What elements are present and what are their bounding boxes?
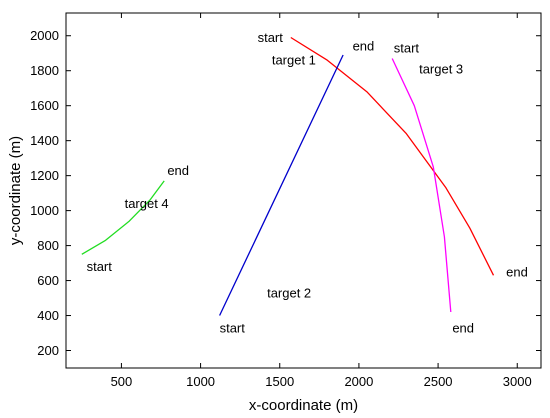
y-tick-label: 2000 <box>30 28 59 43</box>
annotation-label: end <box>506 264 528 279</box>
x-tick-label: 2000 <box>344 374 373 389</box>
annotation-label: target 2 <box>267 285 311 300</box>
plot-area-frame <box>65 12 542 369</box>
annotation-label: target 4 <box>125 196 169 211</box>
x-axis-label: x-coordinate (m) <box>249 397 358 414</box>
x-axis: 500 1000 1500 2000 2500 3000 <box>111 13 532 389</box>
x-tick-label: 500 <box>111 374 133 389</box>
y-tick-label: 600 <box>37 273 59 288</box>
annotation-label: start <box>87 259 113 274</box>
annotation-layer: start target 1 end start target 3 end end targe… <box>87 30 528 335</box>
y-tick-label: 400 <box>37 308 59 323</box>
annotation-label: end <box>353 39 375 54</box>
annotation-label: start <box>394 40 420 55</box>
annotation-label: start <box>258 30 284 45</box>
annotation-label: end <box>167 163 189 178</box>
annotation-label: start <box>220 320 246 335</box>
annotation-label: target 1 <box>272 53 316 68</box>
series-line-target-1 <box>290 36 495 276</box>
x-tick-label: 3000 <box>503 374 532 389</box>
x-tick-label: 1000 <box>186 374 215 389</box>
x-tick-label: 1500 <box>265 374 294 389</box>
y-tick-label: 800 <box>37 238 59 253</box>
annotation-label: end <box>452 320 474 335</box>
series-line-target-2 <box>219 54 344 316</box>
y-tick-label: 1400 <box>30 133 59 148</box>
y-tick-label: 1200 <box>30 168 59 183</box>
y-axis: 200 400 600 800 1000 1200 1400 1600 1800 2000 <box>30 28 541 358</box>
y-tick-label: 1800 <box>30 63 59 78</box>
series-layer <box>81 36 495 316</box>
y-tick-label: 1600 <box>30 98 59 113</box>
annotation-label: target 3 <box>419 61 463 76</box>
series-line-target-3 <box>391 58 452 313</box>
x-tick-label: 2500 <box>424 374 453 389</box>
series-line-target-4 <box>81 180 165 255</box>
y-tick-label: 1000 <box>30 203 59 218</box>
y-tick-label: 200 <box>37 343 59 358</box>
y-axis-label: y-coordinate (m) <box>7 136 24 245</box>
